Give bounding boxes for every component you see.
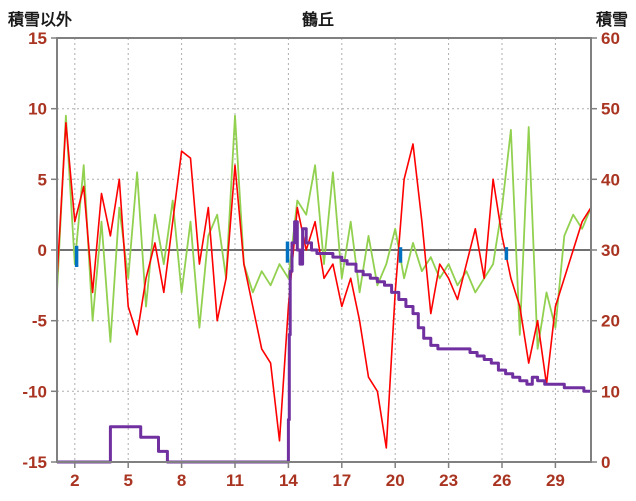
svg-text:2: 2 xyxy=(70,471,79,490)
svg-text:60: 60 xyxy=(601,29,620,48)
svg-text:-5: -5 xyxy=(32,312,47,331)
svg-text:10: 10 xyxy=(601,382,620,401)
svg-text:29: 29 xyxy=(546,471,565,490)
svg-text:20: 20 xyxy=(601,312,620,331)
svg-text:-10: -10 xyxy=(22,382,47,401)
svg-text:5: 5 xyxy=(38,170,47,189)
svg-text:26: 26 xyxy=(493,471,512,490)
svg-text:40: 40 xyxy=(601,170,620,189)
svg-text:0: 0 xyxy=(38,241,47,260)
left-axis-title: 積雪以外 xyxy=(8,12,73,29)
svg-text:50: 50 xyxy=(601,100,620,119)
svg-text:17: 17 xyxy=(332,471,351,490)
right-axis-title: 積雪 xyxy=(595,12,628,29)
svg-text:10: 10 xyxy=(28,100,47,119)
svg-text:11: 11 xyxy=(226,471,244,490)
svg-text:23: 23 xyxy=(439,471,458,490)
svg-text:20: 20 xyxy=(386,471,405,490)
svg-text:30: 30 xyxy=(601,241,620,260)
svg-text:8: 8 xyxy=(177,471,186,490)
svg-text:-15: -15 xyxy=(22,453,47,472)
svg-text:0: 0 xyxy=(601,453,610,472)
svg-text:5: 5 xyxy=(123,471,132,490)
svg-text:14: 14 xyxy=(279,471,298,490)
svg-text:15: 15 xyxy=(28,29,47,48)
chart-title: 鶴丘 xyxy=(301,12,334,29)
